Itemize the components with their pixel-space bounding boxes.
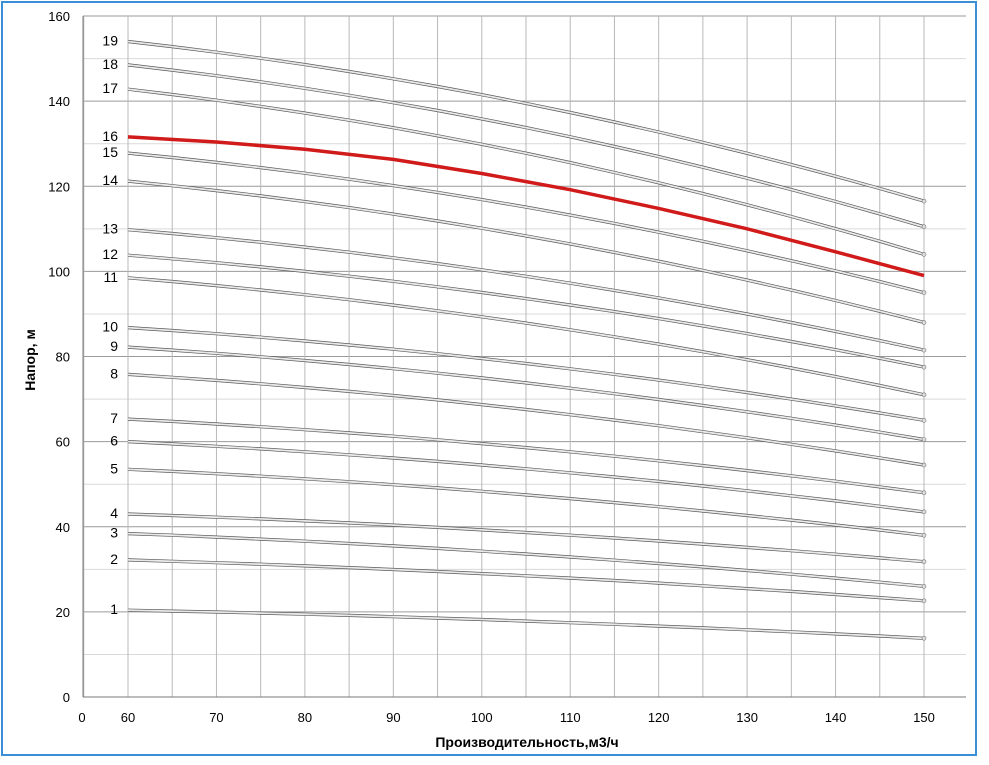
x-tick-label: 80 bbox=[298, 710, 312, 725]
series-label: 16 bbox=[102, 128, 118, 144]
series-end-point bbox=[921, 437, 927, 442]
series-label: 13 bbox=[102, 221, 118, 237]
series-end-point bbox=[921, 490, 927, 496]
series-label: 5 bbox=[110, 460, 118, 476]
series-end-point bbox=[921, 532, 927, 538]
series-label: 7 bbox=[110, 410, 118, 426]
series-label: 15 bbox=[102, 144, 118, 160]
series-line-6 bbox=[127, 440, 925, 513]
series-end-point bbox=[921, 635, 927, 641]
y-tick-label: 100 bbox=[48, 264, 70, 279]
y-tick-label: 120 bbox=[48, 179, 70, 194]
y-tick-label: 40 bbox=[56, 520, 70, 535]
axes bbox=[82, 16, 966, 698]
series-line-15 bbox=[127, 152, 925, 294]
series-label: 18 bbox=[102, 56, 118, 72]
series-line-17 bbox=[127, 88, 925, 256]
x-tick-label: 60 bbox=[121, 710, 135, 725]
x-tick-label: 120 bbox=[648, 710, 670, 725]
x-tick-label: 100 bbox=[471, 710, 493, 725]
series-label: 19 bbox=[102, 33, 118, 49]
series-line-9 bbox=[127, 346, 925, 441]
series-label: 11 bbox=[103, 269, 118, 285]
x-tick-labels: 0 60 70 80 90 100 110 120 130 140 150 bbox=[78, 710, 934, 725]
series-end-point bbox=[921, 347, 927, 353]
series-line-1 bbox=[127, 609, 925, 640]
series-curves bbox=[127, 39, 927, 641]
series-line-19 bbox=[127, 40, 925, 202]
series-line-7 bbox=[127, 418, 925, 494]
series-line-5 bbox=[127, 468, 925, 537]
x-tick-label: 110 bbox=[560, 710, 581, 725]
series-line-11 bbox=[127, 276, 925, 396]
series-label: 10 bbox=[102, 319, 118, 335]
series-end-point bbox=[921, 224, 927, 229]
series-line-16 bbox=[127, 135, 925, 278]
series-line-18 bbox=[127, 64, 925, 228]
series-line-10 bbox=[127, 326, 925, 422]
y-tick-labels: 0 20 40 60 80 100 120 140 160 bbox=[48, 9, 70, 705]
x-tick-label: 130 bbox=[736, 710, 758, 725]
series-label: 3 bbox=[110, 525, 118, 541]
series-end-point bbox=[921, 252, 927, 257]
x-tick-label: 150 bbox=[913, 710, 935, 725]
series-label: 17 bbox=[102, 80, 118, 96]
x-tick-label: 0 bbox=[78, 710, 85, 725]
series-line-12 bbox=[127, 254, 925, 368]
series-end-point bbox=[921, 598, 927, 604]
y-tick-label: 80 bbox=[56, 350, 70, 365]
series-end-point bbox=[921, 559, 927, 564]
series-label: 8 bbox=[110, 365, 118, 381]
y-tick-label: 140 bbox=[48, 94, 70, 109]
series-line-8 bbox=[127, 373, 925, 466]
series-label: 12 bbox=[102, 246, 118, 262]
x-axis-title: Производительность,м3/ч bbox=[435, 734, 618, 750]
series-line-13 bbox=[127, 228, 925, 351]
series-label: 14 bbox=[102, 172, 118, 188]
y-tick-label: 60 bbox=[56, 435, 70, 450]
series-label: 6 bbox=[110, 433, 118, 449]
series-line-4 bbox=[127, 513, 925, 563]
series-end-point bbox=[921, 290, 927, 295]
y-tick-label: 160 bbox=[48, 9, 70, 24]
series-end-point bbox=[921, 584, 927, 589]
series-end-point bbox=[921, 320, 927, 325]
series-end-point bbox=[921, 509, 927, 515]
series-end-point bbox=[921, 462, 927, 468]
x-tick-label: 90 bbox=[386, 710, 400, 725]
y-tick-label: 0 bbox=[63, 690, 70, 705]
series-end-point bbox=[921, 198, 927, 204]
series-end-point bbox=[921, 392, 927, 398]
y-axis-title: Напор, м bbox=[22, 329, 38, 391]
series-line-14 bbox=[127, 180, 925, 324]
series-label: 9 bbox=[110, 338, 118, 354]
x-tick-label: 140 bbox=[825, 710, 847, 725]
series-label: 4 bbox=[110, 505, 118, 521]
x-tick-label: 70 bbox=[209, 710, 223, 725]
series-label: 1 bbox=[110, 601, 118, 617]
series-end-point bbox=[921, 418, 927, 423]
series-end-point bbox=[921, 364, 927, 370]
y-tick-label: 20 bbox=[56, 605, 70, 620]
series-label: 2 bbox=[110, 551, 118, 567]
series-line-3 bbox=[127, 532, 925, 588]
series-line-2 bbox=[127, 559, 925, 602]
